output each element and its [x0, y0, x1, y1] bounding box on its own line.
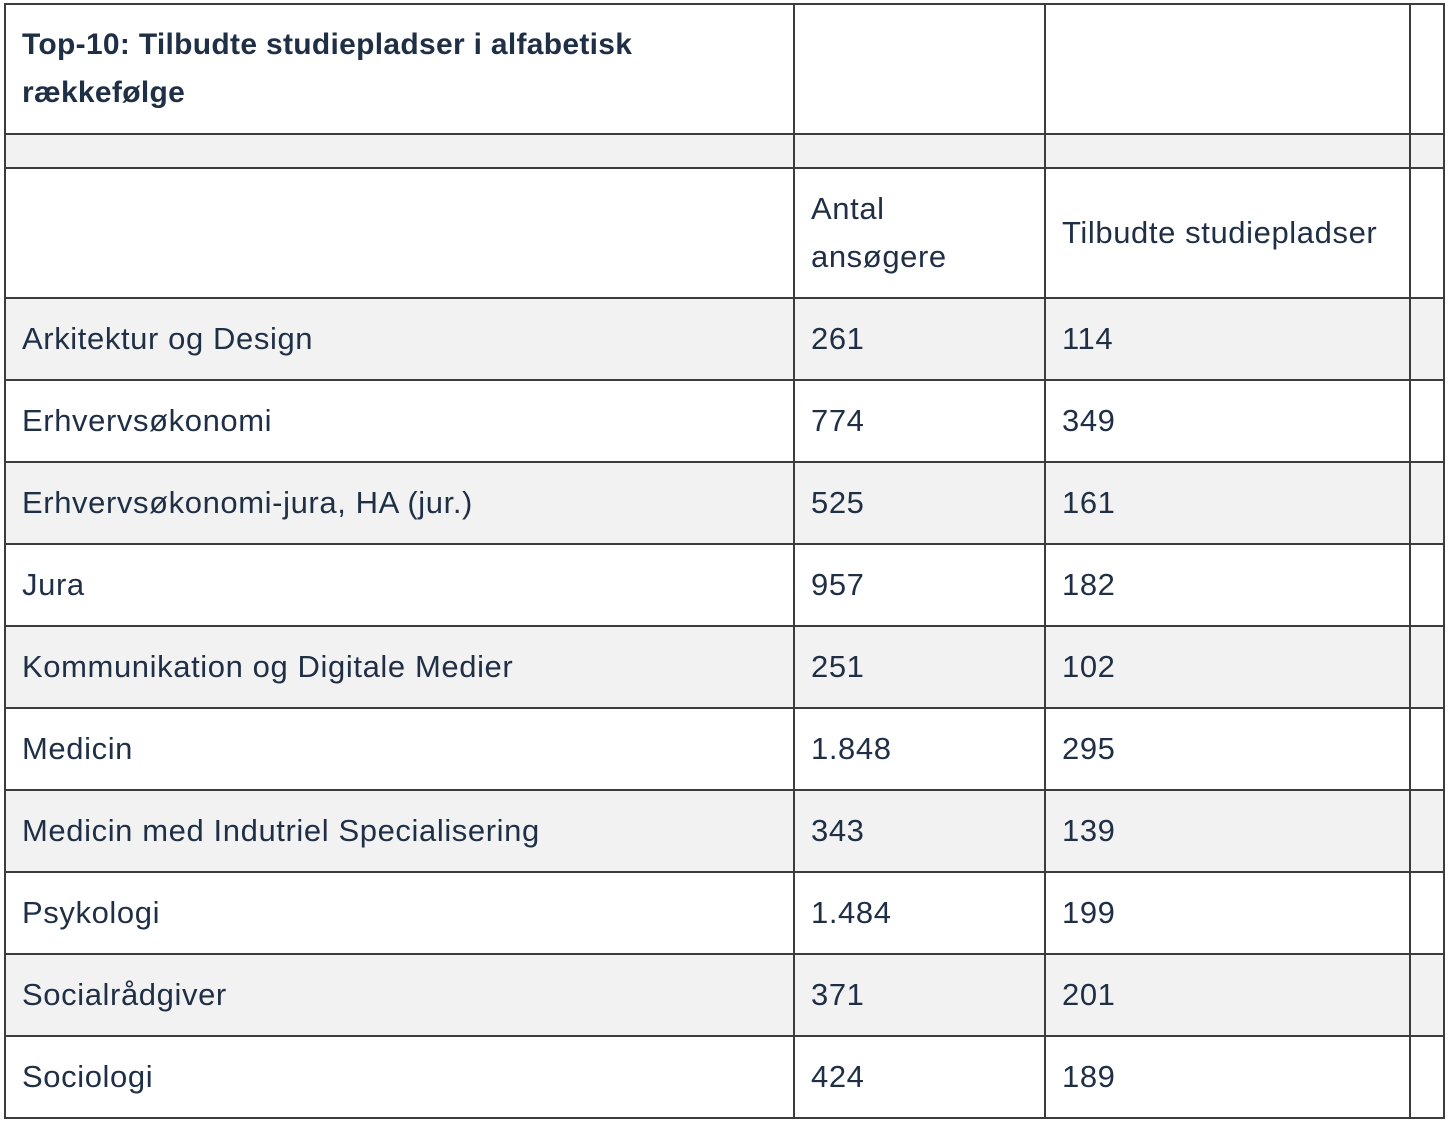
empty-cell: [1409, 133, 1445, 169]
cell-education: Erhvervsøkonomi-jura, HA (jur.): [4, 461, 795, 545]
cell-education: Medicin med Indutriel Specialisering: [4, 789, 795, 873]
empty-cell: [1044, 3, 1411, 135]
empty-cell: [1409, 461, 1445, 545]
empty-cell: [1409, 1035, 1445, 1119]
table-header-row: Antal ansøgere Tilbudte studiepladser: [4, 167, 1445, 299]
cell-applicants: 371: [793, 953, 1046, 1037]
empty-cell: [1409, 3, 1445, 135]
table-row: Sociologi 424 189: [4, 1035, 1445, 1119]
table-row: Medicin med Indutriel Specialisering 343…: [4, 789, 1445, 873]
cell-applicants: 424: [793, 1035, 1046, 1119]
empty-cell: [1409, 379, 1445, 463]
table-row: Arkitektur og Design 261 114: [4, 297, 1445, 381]
empty-cell: [1409, 297, 1445, 381]
cell-applicants: 1.848: [793, 707, 1046, 791]
table-title-row: Top-10: Tilbudte studiepladser i alfabet…: [4, 3, 1445, 135]
table-row: Erhvervsøkonomi-jura, HA (jur.) 525 161: [4, 461, 1445, 545]
cell-offered: 114: [1044, 297, 1411, 381]
cell-education: Medicin: [4, 707, 795, 791]
empty-cell: [1409, 707, 1445, 791]
header-applicants: Antal ansøgere: [793, 167, 1046, 299]
cell-offered: 349: [1044, 379, 1411, 463]
empty-cell: [793, 3, 1046, 135]
cell-applicants: 525: [793, 461, 1046, 545]
empty-cell: [1409, 167, 1445, 299]
cell-offered: 182: [1044, 543, 1411, 627]
empty-cell: [1409, 953, 1445, 1037]
table-row: Socialrådgiver 371 201: [4, 953, 1445, 1037]
cell-applicants: 261: [793, 297, 1046, 381]
table-spacer-row: [4, 133, 1445, 169]
cell-applicants: 774: [793, 379, 1046, 463]
table-row: Jura 957 182: [4, 543, 1445, 627]
cell-education: Kommunikation og Digitale Medier: [4, 625, 795, 709]
table-row: Psykologi 1.484 199: [4, 871, 1445, 955]
table-title: Top-10: Tilbudte studiepladser i alfabet…: [4, 3, 795, 135]
cell-education: Jura: [4, 543, 795, 627]
empty-cell: [4, 133, 795, 169]
study-places-table: Top-10: Tilbudte studiepladser i alfabet…: [4, 3, 1445, 1119]
table-row: Medicin 1.848 295: [4, 707, 1445, 791]
cell-offered: 189: [1044, 1035, 1411, 1119]
empty-cell: [1044, 133, 1411, 169]
cell-applicants: 343: [793, 789, 1046, 873]
cell-applicants: 1.484: [793, 871, 1046, 955]
cell-education: Arkitektur og Design: [4, 297, 795, 381]
cell-offered: 102: [1044, 625, 1411, 709]
table-row: Kommunikation og Digitale Medier 251 102: [4, 625, 1445, 709]
header-offered: Tilbudte studiepladser: [1044, 167, 1411, 299]
cell-offered: 161: [1044, 461, 1411, 545]
empty-cell: [1409, 871, 1445, 955]
cell-offered: 295: [1044, 707, 1411, 791]
empty-cell: [1409, 625, 1445, 709]
cell-education: Socialrådgiver: [4, 953, 795, 1037]
study-places-table-wrapper: Top-10: Tilbudte studiepladser i alfabet…: [4, 3, 1445, 1119]
cell-education: Psykologi: [4, 871, 795, 955]
empty-cell: [1409, 543, 1445, 627]
cell-offered: 199: [1044, 871, 1411, 955]
table-row: Erhvervsøkonomi 774 349: [4, 379, 1445, 463]
empty-cell: [1409, 789, 1445, 873]
cell-applicants: 251: [793, 625, 1046, 709]
header-education: [4, 167, 795, 299]
cell-education: Erhvervsøkonomi: [4, 379, 795, 463]
cell-education: Sociologi: [4, 1035, 795, 1119]
cell-applicants: 957: [793, 543, 1046, 627]
empty-cell: [793, 133, 1046, 169]
cell-offered: 201: [1044, 953, 1411, 1037]
cell-offered: 139: [1044, 789, 1411, 873]
